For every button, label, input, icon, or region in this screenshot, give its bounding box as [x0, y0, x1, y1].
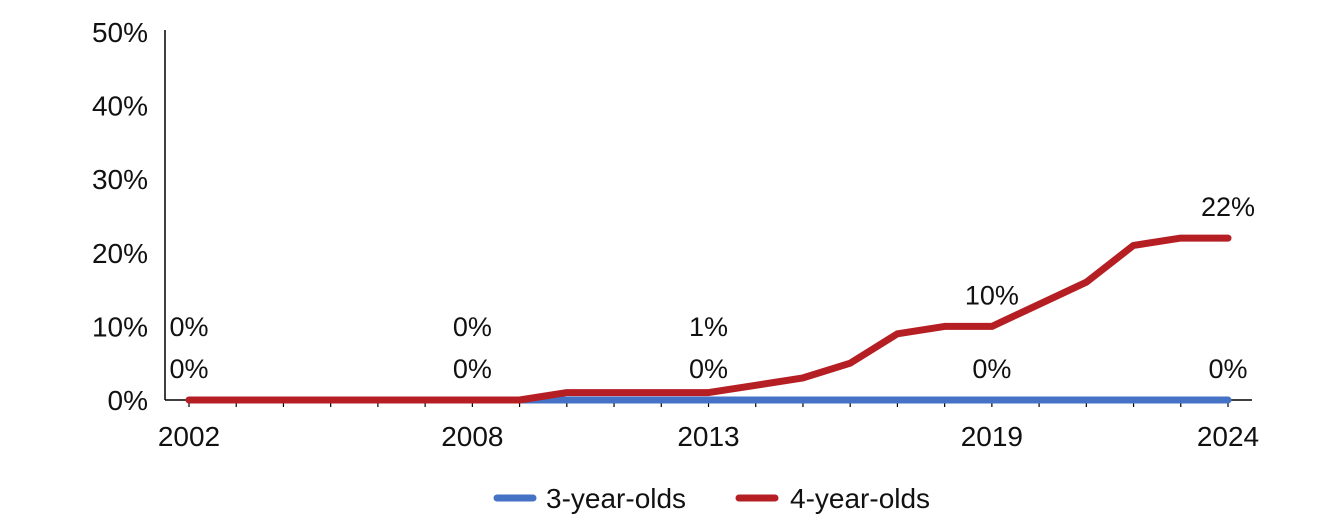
data-label-four-year-olds: 0%	[169, 312, 208, 342]
x-tick-label: 2008	[441, 421, 503, 452]
y-tick-label: 20%	[92, 238, 148, 269]
legend-label: 4-year-olds	[790, 483, 930, 514]
y-tick-label: 0%	[108, 385, 148, 416]
x-tick-label: 2019	[961, 421, 1023, 452]
legend-label: 3-year-olds	[546, 483, 686, 514]
x-axis-tick-labels: 2002 2008 2013 2019 2024	[158, 421, 1259, 452]
y-axis-tick-labels: 0% 10% 20% 30% 40% 50%	[92, 17, 148, 416]
data-label-three-year-olds: 0%	[453, 354, 492, 384]
series-line-four-year-olds	[185, 234, 1232, 404]
data-label-three-year-olds: 0%	[689, 354, 728, 384]
y-tick-label: 50%	[92, 17, 148, 48]
data-label-four-year-olds: 22%	[1201, 192, 1255, 222]
data-label-four-year-olds: 1%	[689, 312, 728, 342]
y-tick-label: 10%	[92, 311, 148, 342]
y-tick-label: 30%	[92, 164, 148, 195]
axes	[164, 30, 1252, 407]
legend: 3-year-olds 4-year-olds	[493, 483, 930, 514]
legend-item-four-year-olds: 4-year-olds	[735, 483, 930, 514]
data-labels: 0% 0% 0% 0% 0% 0% 0% 1% 10% 22%	[169, 192, 1255, 384]
data-label-three-year-olds: 0%	[169, 354, 208, 384]
data-label-three-year-olds: 0%	[1208, 354, 1247, 384]
data-label-four-year-olds: 0%	[453, 312, 492, 342]
x-tick-label: 2024	[1197, 421, 1259, 452]
series-lines	[185, 234, 1232, 404]
data-label-four-year-olds: 10%	[965, 280, 1019, 310]
x-tick-label: 2013	[677, 421, 739, 452]
data-label-three-year-olds: 0%	[972, 354, 1011, 384]
x-tick-label: 2002	[158, 421, 220, 452]
legend-item-three-year-olds: 3-year-olds	[493, 483, 686, 514]
y-tick-label: 40%	[92, 91, 148, 122]
